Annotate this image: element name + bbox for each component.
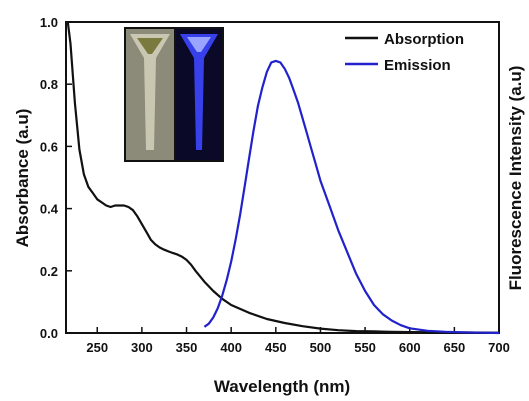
plot-frame	[65, 21, 500, 334]
y-axis-ticks: 0.0 0.2 0.4 0.6 0.8 1.0	[40, 15, 72, 341]
y-tick-label: 0.4	[40, 202, 59, 217]
y-tick-label: 0.8	[40, 77, 58, 92]
x-tick-label: 450	[265, 340, 287, 355]
x-tick-label: 400	[220, 340, 242, 355]
absorption-line	[66, 21, 500, 334]
y-tick-label: 1.0	[40, 15, 58, 30]
x-tick-label: 500	[310, 340, 332, 355]
x-tick-label: 250	[86, 340, 108, 355]
x-tick-label: 650	[444, 340, 466, 355]
cuvette-photo-inset	[124, 27, 224, 162]
x-tick-label: 350	[176, 340, 198, 355]
uv-cuvette-glow	[180, 34, 218, 150]
x-axis-ticks: 250 300 350 400 450 500 550 600 650 700	[86, 327, 510, 355]
y-axis-title: Absorbance (a.u)	[13, 109, 32, 248]
uv-cuvette-highlight	[187, 37, 211, 52]
x-tick-label: 600	[399, 340, 421, 355]
y-tick-label: 0.6	[40, 139, 58, 154]
y2-axis-title: Fluorescence Intensity (a.u)	[506, 66, 525, 291]
legend: Absorption Emission	[345, 31, 464, 74]
y-tick-label: 0.2	[40, 264, 58, 279]
series-layer	[66, 21, 500, 335]
x-tick-label: 550	[354, 340, 376, 355]
legend-absorption-label: Absorption	[384, 31, 464, 48]
x-axis-title: Wavelength (nm)	[214, 377, 350, 396]
emission-line	[203, 59, 500, 335]
y-tick-label: 0.0	[40, 326, 58, 341]
daylight-cuvette	[130, 34, 170, 150]
legend-emission-label: Emission	[384, 57, 451, 74]
daylight-liquid	[137, 38, 163, 54]
x-tick-label: 700	[488, 340, 510, 355]
x-tick-label: 300	[131, 340, 153, 355]
